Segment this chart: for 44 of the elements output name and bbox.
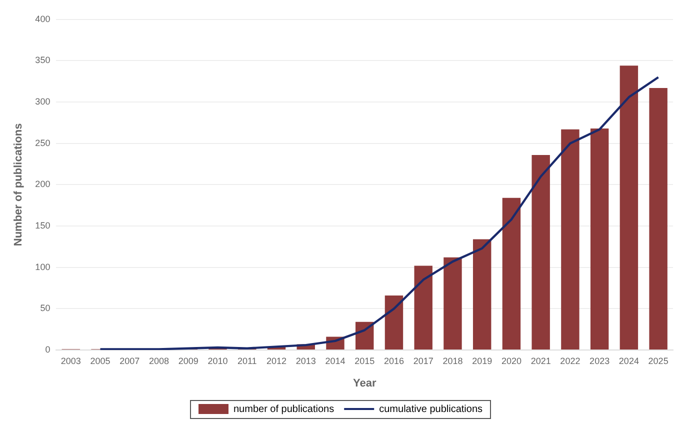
x-tick-label: 2014 [325,356,346,366]
x-tick-label: 2022 [560,356,580,366]
x-tick-label: 2003 [60,356,81,366]
y-tick-label: 150 [35,220,50,231]
y-tick-label: 400 [35,14,50,24]
legend-label: cumulative publications [379,404,483,415]
x-tick-label: 2015 [354,356,375,366]
legend-label: number of publications [234,404,334,415]
bar [532,154,550,350]
y-axis-title: Number of publications [12,123,25,246]
x-tick-label: 2019 [472,356,492,366]
y-tick-label: 300 [35,96,50,107]
x-tick-label: 2021 [530,356,551,366]
x-tick-label: 2017 [413,356,434,366]
x-tick-label: 2007 [120,356,140,366]
y-tick-label: 350 [35,55,50,66]
x-tick-label: 2013 [296,356,316,366]
bar [649,88,668,350]
x-tick-label: 2023 [590,356,610,366]
x-tick-label: 2011 [237,356,257,366]
x-tick-label: 2018 [442,356,463,366]
x-tick-label: 2020 [501,356,522,366]
y-tick-label: 100 [35,262,50,272]
x-tick-label: 2009 [178,356,198,366]
bar [561,129,580,350]
bar [502,198,521,350]
y-tick-label: 0 [45,344,50,354]
x-tick-label: 2005 [90,356,110,366]
bar [590,128,609,350]
x-axis-title: Year [352,377,377,390]
x-tick-label: 2024 [618,356,639,366]
bar [414,266,432,350]
x-tick-label: 2025 [648,356,668,366]
x-tick-label: 2012 [266,356,287,366]
bar [472,239,492,350]
y-tick-label: 200 [35,179,50,190]
bar [444,257,462,350]
x-tick-label: 2010 [208,356,228,366]
bar [384,295,404,350]
y-tick-label: 50 [40,303,50,314]
y-tick-label: 250 [35,138,50,148]
x-tick-label: 2016 [384,356,404,366]
x-tick-label: 2008 [149,356,170,366]
bar [620,66,638,350]
